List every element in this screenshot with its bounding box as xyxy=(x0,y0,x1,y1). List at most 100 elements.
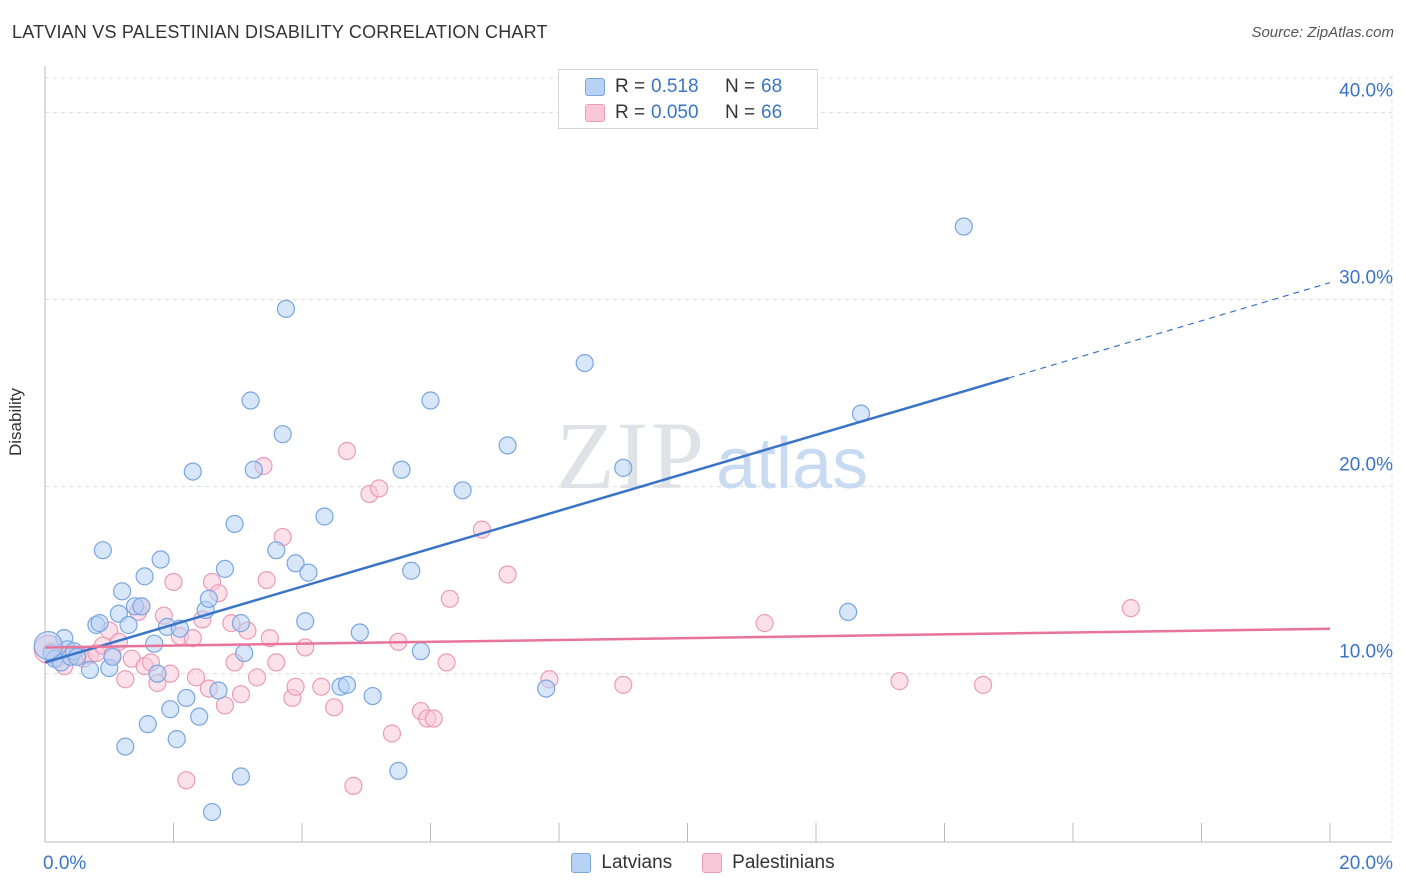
latvians-point xyxy=(614,458,633,477)
latvians-point xyxy=(954,217,973,236)
legend-row-latvians: R = 0.518 N = 68 xyxy=(585,74,782,100)
palestinians-label: Palestinians xyxy=(732,852,835,873)
x-tick-label: 20.0% xyxy=(1339,853,1393,874)
latvians-point xyxy=(286,554,305,573)
latvians-point xyxy=(273,425,292,444)
latvians-point xyxy=(267,541,286,560)
palestinians-point xyxy=(344,776,363,795)
palestinians-point xyxy=(164,572,183,592)
latvians-point xyxy=(116,737,135,756)
latvians-point xyxy=(183,462,202,481)
legend-row-palestinians: R = 0.050 N = 66 xyxy=(585,100,782,126)
legend-n-label: N = xyxy=(725,76,756,97)
palestinians-point xyxy=(370,479,389,498)
y-tick-label: 20.0% xyxy=(1339,455,1393,476)
tick-labels: 10.0% 20.0% 30.0% 40.0% 0.0% 20.0% xyxy=(43,80,1393,874)
latvians-point xyxy=(337,675,357,694)
latvians-point xyxy=(231,614,251,633)
legend-swatch-blue xyxy=(585,78,605,96)
latvians-swatch xyxy=(571,853,592,873)
y-tick-label: 40.0% xyxy=(1339,80,1393,101)
latvians-point xyxy=(199,589,218,608)
legend-r-value: 0.518 xyxy=(651,76,699,97)
latvians-point xyxy=(132,597,151,616)
y-tick-label: 10.0% xyxy=(1339,642,1393,663)
palestinians-point xyxy=(498,565,517,584)
palestinians-point xyxy=(890,672,909,691)
watermark: ZIP atlas xyxy=(556,402,868,509)
latvians-point xyxy=(315,507,334,526)
latvians-point xyxy=(421,391,440,410)
palestinians-point xyxy=(424,709,443,728)
palestinians-point xyxy=(973,675,993,694)
latvians-point xyxy=(135,567,154,586)
latvians-point xyxy=(225,514,244,534)
latvians-point xyxy=(276,299,296,318)
watermark-zip: ZIP xyxy=(556,402,706,509)
watermark-atlas: atlas xyxy=(716,424,868,504)
palestinians-point xyxy=(260,628,279,648)
palestinians-point xyxy=(440,589,459,608)
palestinians-point xyxy=(177,771,196,790)
palestinians-point xyxy=(755,614,774,633)
latvians-point xyxy=(138,715,157,734)
palestinians-point xyxy=(1121,599,1140,618)
latvians-point xyxy=(202,802,222,822)
latvians-point xyxy=(231,767,251,786)
legend-r-label: R = xyxy=(615,76,646,97)
chart-title: LATVIAN VS PALESTINIAN DISABILITY CORREL… xyxy=(12,22,548,42)
latvians-point xyxy=(839,602,858,622)
source-label: Source: ZipAtlas.com xyxy=(1251,24,1394,41)
palestinians-point xyxy=(382,724,402,743)
legend-n-label: N = xyxy=(725,102,756,123)
trend-lines xyxy=(44,282,1331,664)
palestinians-point xyxy=(312,677,331,696)
latvians-point xyxy=(148,664,167,683)
palestinians-point xyxy=(215,696,234,715)
latvians-point xyxy=(235,643,254,663)
palestinians-point xyxy=(231,685,251,704)
latvians-point xyxy=(350,623,369,642)
legend-n-value: 68 xyxy=(761,76,783,97)
palestinians-point xyxy=(286,677,305,696)
latvians-point xyxy=(575,353,594,373)
latvians-point xyxy=(209,681,228,700)
latvians-point xyxy=(389,761,408,781)
latvians-point xyxy=(402,561,421,580)
latvians-label: Latvians xyxy=(601,852,673,873)
y-tick-label: 30.0% xyxy=(1339,267,1393,288)
palestinians-point xyxy=(614,675,633,694)
latvians-point xyxy=(167,730,186,749)
palestinians-point xyxy=(257,570,276,590)
latvians-point xyxy=(241,391,260,410)
legend-r-value: 0.050 xyxy=(651,102,699,123)
legend-item-palestinians: Palestinians xyxy=(702,852,835,874)
latvians-point xyxy=(537,679,556,698)
latvians-point xyxy=(119,615,138,635)
latvians-point xyxy=(299,563,318,582)
latvians-point xyxy=(392,460,411,479)
latvians-point xyxy=(151,550,170,569)
latvians-point xyxy=(177,688,196,708)
palestinians-point xyxy=(437,653,456,672)
palestinians-point xyxy=(296,638,315,657)
latvians-point xyxy=(112,582,132,601)
legend-n-value: 66 xyxy=(761,102,783,123)
latvians-point xyxy=(33,630,63,661)
latvians-point xyxy=(244,460,263,479)
latvians-point xyxy=(498,436,517,455)
palestinians-swatch xyxy=(702,853,723,873)
latvians-point xyxy=(80,660,100,679)
correlation-legend: R = 0.518 N = 68 R = 0.050 N = 66 xyxy=(558,69,818,129)
latvians-points xyxy=(33,217,973,822)
latvians-point xyxy=(161,700,180,719)
palestinians-point xyxy=(186,668,206,687)
palestinians-trend-line xyxy=(44,627,1331,649)
latvians-point xyxy=(145,634,164,653)
latvians-point xyxy=(296,612,315,631)
palestinians-point xyxy=(337,441,357,461)
axis-layer xyxy=(44,66,1392,843)
x-tick-label: 0.0% xyxy=(43,853,86,874)
latvians-trend-extension xyxy=(1008,282,1331,379)
